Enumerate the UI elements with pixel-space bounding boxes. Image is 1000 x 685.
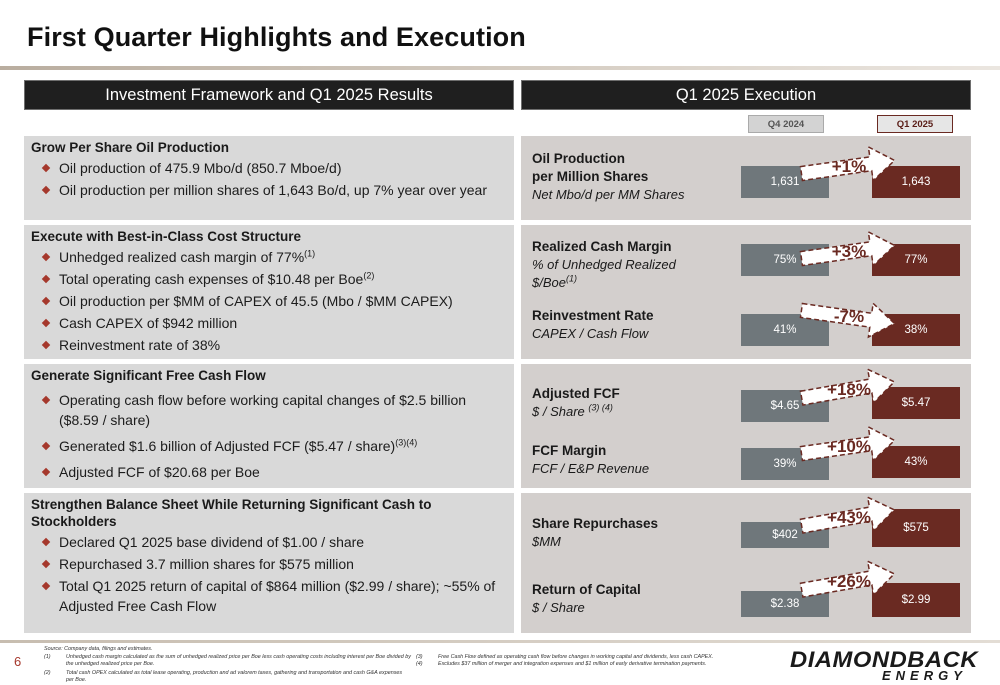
change-percent: +10% xyxy=(827,437,871,456)
execution-panel-capital-return: Share Repurchases $MM $402 $575 +43% Ret… xyxy=(521,493,971,633)
footnote-text: Total cash OPEX calculated as total leas… xyxy=(66,670,403,683)
change-percent: +26% xyxy=(827,572,871,591)
bullet-item: Generated $1.6 billion of Adjusted FCF (… xyxy=(31,436,507,456)
title-divider xyxy=(0,66,1000,70)
column-header-prior: Q4 2024 xyxy=(748,115,824,133)
bar-prior: $4.65 xyxy=(741,390,829,422)
up-arrow-icon xyxy=(799,425,896,463)
bullet-item: Oil production per $MM of CAPEX of 45.5 … xyxy=(31,291,507,311)
logo-wordmark: DIAMONDBACK xyxy=(790,647,979,672)
change-arrow: +1% xyxy=(799,145,897,186)
bullet-item: Adjusted FCF of $20.68 per Boe xyxy=(31,462,507,482)
footnote-ref: (1) xyxy=(304,248,316,259)
down-arrow-icon xyxy=(799,301,896,339)
change-percent: -7% xyxy=(833,307,865,326)
metric-label: Oil Production per Million Shares Net Mb… xyxy=(532,151,685,202)
up-arrow-icon xyxy=(799,145,896,183)
diamond-bullet-icon xyxy=(41,395,51,405)
company-logo: DIAMONDBACK ENERGY xyxy=(790,647,995,683)
metric-label: FCF Margin FCF / E&P Revenue xyxy=(532,443,650,476)
bar-current: $2.99 xyxy=(872,583,960,617)
section-title: Strengthen Balance Sheet While Returning… xyxy=(31,497,432,529)
footnote-ref: (3)(4) xyxy=(395,437,418,448)
metric-label: Adjusted FCF $ / Share (3) (4) xyxy=(532,386,620,419)
footnote-ref: (2) xyxy=(363,270,375,281)
section-balance-sheet: Strengthen Balance Sheet While Returning… xyxy=(24,493,514,633)
section-title: Generate Significant Free Cash Flow xyxy=(31,368,266,383)
change-arrow: +43% xyxy=(799,495,897,537)
section-free-cash-flow: Generate Significant Free Cash Flow Oper… xyxy=(24,364,514,488)
footnote-text: Excludes $37 million of merger and integ… xyxy=(438,661,707,667)
footnote-number: (4) xyxy=(416,661,423,667)
diamond-bullet-icon xyxy=(41,185,51,195)
bullet-item: Total operating cash expenses of $10.48 … xyxy=(31,269,507,289)
execution-panel-free-cash-flow: Adjusted FCF $ / Share (3) (4) $4.65 $5.… xyxy=(521,364,971,488)
footnote-text: Unhedged cash margin calculated as the s… xyxy=(66,654,411,667)
bar-current: 43% xyxy=(872,446,960,478)
section-title: Execute with Best-in-Class Cost Structur… xyxy=(31,229,302,244)
left-section-header: Investment Framework and Q1 2025 Results xyxy=(24,80,514,110)
diamond-bullet-icon xyxy=(41,581,51,591)
page-number: 6 xyxy=(14,654,22,669)
change-percent: +43% xyxy=(827,508,871,527)
change-arrow: +18% xyxy=(799,367,897,409)
diamond-bullet-icon xyxy=(41,559,51,569)
metric-label: Realized Cash Margin % of Unhedged Reali… xyxy=(532,239,676,290)
change-arrow: +3% xyxy=(799,230,897,271)
section-grow-oil-production: Grow Per Share Oil Production Oil produc… xyxy=(24,136,514,220)
execution-panel-oil-production: Oil Production per Million Shares Net Mb… xyxy=(521,136,971,220)
footnote-number: (2) xyxy=(44,670,51,676)
bullet-item: Oil production of 475.9 Mbo/d (850.7 Mbo… xyxy=(31,158,507,178)
footer-divider xyxy=(0,640,1000,643)
section-cost-structure: Execute with Best-in-Class Cost Structur… xyxy=(24,225,514,359)
up-arrow-icon xyxy=(799,495,896,534)
metric-label: Return of Capital $ / Share xyxy=(532,582,641,615)
change-arrow: +26% xyxy=(799,559,897,601)
bullet-item: Operating cash flow before working capit… xyxy=(31,390,507,430)
bullet-item: Declared Q1 2025 base dividend of $1.00 … xyxy=(31,532,507,552)
diamond-bullet-icon xyxy=(41,274,51,284)
logo-subtitle: ENERGY xyxy=(882,668,967,683)
diamond-bullet-icon xyxy=(41,340,51,350)
change-percent: +3% xyxy=(831,242,867,261)
footnote-source: Source: Company data, filings and estima… xyxy=(44,646,153,652)
right-section-header: Q1 2025 Execution xyxy=(521,80,971,110)
diamond-bullet-icon xyxy=(41,163,51,173)
up-arrow-icon xyxy=(799,367,896,406)
metric-label: Reinvestment Rate CAPEX / Cash Flow xyxy=(532,308,654,341)
bullet-item: Unhedged realized cash margin of 77%(1) xyxy=(31,247,507,267)
execution-panel-margin-reinvestment: Realized Cash Margin % of Unhedged Reali… xyxy=(521,225,971,359)
footnote-text: Free Cash Flow defined as operating cash… xyxy=(438,654,714,660)
change-percent: +18% xyxy=(827,380,871,399)
metric-label: Share Repurchases $MM xyxy=(532,516,659,549)
diamond-bullet-icon xyxy=(41,537,51,547)
diamond-bullet-icon xyxy=(41,252,51,262)
bullet-item: Reinvestment rate of 38% xyxy=(31,335,507,355)
diamond-bullet-icon xyxy=(41,467,51,477)
footnote-number: (1) xyxy=(44,654,51,660)
bullet-item: Repurchased 3.7 million shares for $575 … xyxy=(31,554,507,574)
diamond-bullet-icon xyxy=(41,441,51,451)
change-percent: +1% xyxy=(831,157,867,176)
up-arrow-icon xyxy=(799,230,896,268)
change-arrow: -7% xyxy=(799,298,897,339)
bar-current: $5.47 xyxy=(872,387,960,419)
bar-prior: $2.38 xyxy=(741,591,829,617)
bullet-item: Cash CAPEX of $942 million xyxy=(31,313,507,333)
change-arrow: +10% xyxy=(799,425,897,466)
section-title: Grow Per Share Oil Production xyxy=(31,140,230,155)
up-arrow-icon xyxy=(799,559,896,598)
diamond-bullet-icon xyxy=(41,318,51,328)
page-title: First Quarter Highlights and Execution xyxy=(27,22,526,52)
bar-current: 1,643 xyxy=(872,166,960,198)
column-header-current: Q1 2025 xyxy=(877,115,953,133)
diamond-bullet-icon xyxy=(41,296,51,306)
footnote-number: (3) xyxy=(416,654,423,660)
bullet-item: Oil production per million shares of 1,6… xyxy=(31,180,507,200)
bullet-item: Total Q1 2025 return of capital of $864 … xyxy=(31,576,507,616)
